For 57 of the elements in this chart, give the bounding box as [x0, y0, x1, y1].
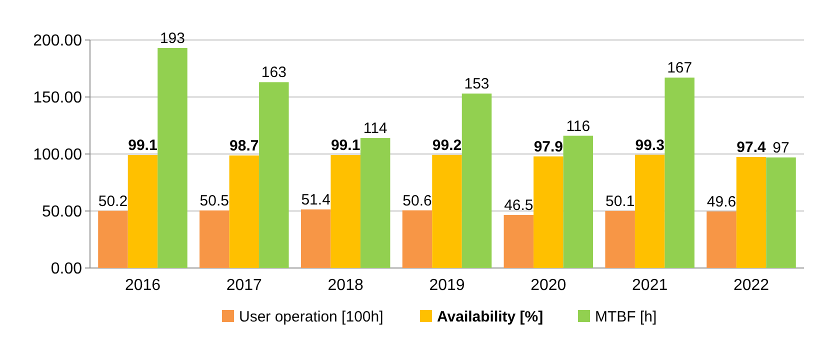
y-tick-label: 100.00: [33, 146, 82, 164]
x-tick-label: 2017: [226, 277, 262, 294]
legend-label: User operation [100h]: [239, 308, 384, 326]
data-label: 116: [566, 118, 590, 135]
data-label: 99.2: [432, 136, 462, 154]
data-label: 97: [772, 139, 790, 156]
data-label: 99.1: [128, 137, 158, 154]
y-tick-label: 150.00: [33, 90, 82, 107]
bar: [766, 157, 796, 268]
data-label: 50.1: [605, 192, 635, 210]
bar: [259, 82, 289, 268]
bar: [330, 155, 360, 268]
x-tick-label: 2019: [429, 277, 465, 294]
data-label: 50.2: [98, 192, 128, 210]
x-tick-label: 2018: [328, 277, 364, 294]
y-tick-label: 50.00: [42, 204, 82, 221]
bar: [534, 156, 564, 268]
data-label: 51.4: [301, 191, 330, 208]
data-label: 163: [261, 64, 286, 82]
legend-label: MTBF [h]: [595, 308, 657, 326]
bar: [402, 210, 432, 268]
bar: [360, 138, 390, 268]
y-tick-label: 0.00: [50, 260, 82, 278]
bar: [158, 48, 188, 268]
bar: [300, 209, 331, 268]
data-label: 46.5: [504, 196, 534, 214]
bar: [736, 156, 766, 268]
data-label: 167: [667, 60, 692, 77]
bar: [229, 155, 260, 268]
y-tick-label: 200.00: [33, 32, 82, 50]
x-tick-label: 2021: [632, 277, 668, 294]
data-label: 49.6: [706, 193, 736, 210]
bar: [706, 211, 736, 268]
bar: [664, 78, 694, 268]
bar: [605, 210, 635, 268]
bar: [98, 210, 128, 268]
data-label: 97.9: [534, 138, 564, 156]
data-label: 114: [363, 120, 388, 138]
x-tick-label: 2020: [530, 277, 566, 294]
data-label: 99.3: [635, 136, 664, 154]
bar: [462, 94, 492, 268]
data-label: 193: [160, 30, 186, 47]
bar: [432, 154, 462, 268]
data-label: 50.6: [402, 192, 432, 210]
bar: [634, 154, 665, 268]
data-label: 153: [464, 76, 490, 93]
data-label: 50.5: [200, 192, 230, 210]
bar: [563, 136, 594, 268]
bar: [504, 214, 534, 268]
bar: [128, 155, 158, 268]
x-tick-label: 2016: [124, 277, 161, 294]
data-label: 98.7: [230, 137, 259, 154]
bar: [200, 210, 230, 268]
data-label: 99.1: [330, 137, 360, 154]
data-label: 97.4: [736, 138, 767, 156]
legend-label: Availability [%]: [437, 308, 544, 326]
x-tick-label: 2022: [733, 277, 770, 294]
